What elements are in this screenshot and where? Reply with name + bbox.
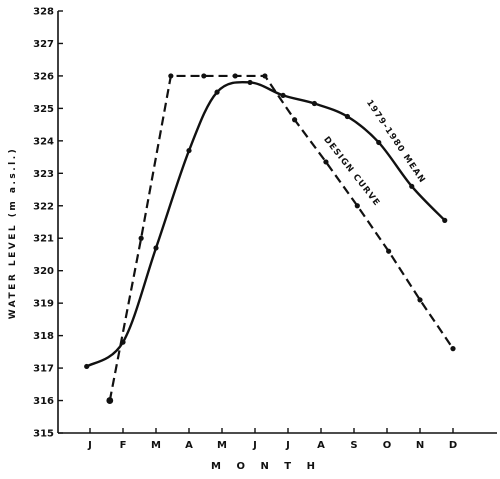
- design-series-label: DESIGN CURVE: [321, 135, 382, 209]
- x-tick-label: J: [252, 440, 257, 451]
- mean-data-point: [84, 363, 90, 370]
- y-tick-label: 319: [33, 299, 54, 310]
- x-tick-label: N: [416, 440, 424, 451]
- mean-data-point: [344, 113, 350, 120]
- mean-data-point: [409, 183, 415, 189]
- x-tick-label: F: [120, 440, 127, 451]
- y-tick-label: 323: [33, 169, 54, 180]
- mean-data-point: [186, 147, 192, 154]
- x-tick-label: S: [350, 440, 357, 451]
- axes: 315 316 317 318 319 320 321 322 323 324 325 326 327 3…: [33, 7, 497, 451]
- y-tick-label: 321: [33, 234, 54, 245]
- y-tick-label: 327: [33, 39, 54, 50]
- y-axis-title: WATER LEVEL (m a.s.l.): [8, 147, 18, 320]
- mean-series-label: 1979-1980 MEAN: [364, 98, 427, 185]
- design-data-point: [262, 73, 268, 79]
- y-tick-label: 328: [33, 7, 54, 18]
- design-data-point: [323, 159, 329, 165]
- series-layer: [84, 73, 456, 404]
- y-tick-label: 317: [33, 364, 54, 375]
- design-data-point: [138, 235, 144, 241]
- y-tick-label: 320: [33, 266, 54, 277]
- x-tick-label: A: [317, 440, 325, 451]
- x-tick-label: M: [151, 440, 161, 451]
- mean-data-point: [153, 245, 159, 251]
- x-tick-label: O: [383, 440, 392, 451]
- y-tick-label: 318: [33, 331, 54, 342]
- design-data-point: [232, 73, 238, 79]
- x-tick-label: J: [87, 440, 92, 451]
- design-data-point: [417, 297, 423, 303]
- mean-data-point: [311, 100, 317, 107]
- design-data-point: [386, 248, 392, 254]
- mean-data-point: [442, 217, 448, 223]
- mean-data-point: [247, 79, 253, 86]
- y-tick-label: 316: [33, 396, 54, 407]
- mean-data-point: [280, 92, 286, 98]
- y-tick-label: 315: [33, 429, 54, 440]
- design-data-point: [106, 397, 114, 404]
- mean-data-point: [214, 89, 220, 95]
- design-data-point: [201, 73, 207, 79]
- design-data-point: [450, 346, 456, 352]
- design-data-point: [168, 73, 174, 79]
- design-series-line: [108, 74, 454, 401]
- x-tick-label: J: [285, 440, 290, 451]
- y-tick-label: 325: [33, 104, 54, 115]
- x-tick-label: A: [185, 440, 193, 451]
- y-tick-label: 322: [33, 201, 54, 212]
- x-tick-label: D: [449, 440, 457, 451]
- design-data-point: [354, 203, 360, 209]
- x-axis-title: M O N T H: [211, 461, 321, 472]
- design-data-point: [292, 117, 298, 123]
- mean-data-point: [376, 139, 382, 146]
- y-tick-label: 326: [33, 71, 54, 82]
- x-tick-label: M: [217, 440, 227, 451]
- y-tick-label: 324: [33, 136, 54, 147]
